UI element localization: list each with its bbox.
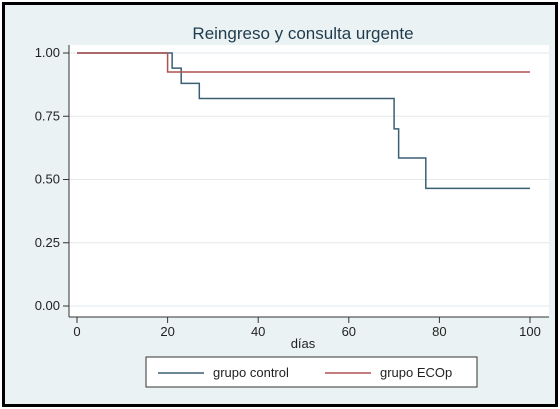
series-lines: [77, 52, 530, 190]
chart-title: Reingreso y consulta urgente: [192, 24, 413, 43]
legend-label-2: grupo ECOp: [380, 365, 452, 380]
plot-area: [69, 45, 549, 317]
x-tick-label: 0: [73, 324, 80, 339]
y-tick-label: 0.50: [35, 172, 60, 187]
y-tick-label: 0.00: [35, 298, 60, 313]
x-tick-label: 60: [342, 324, 356, 339]
x-tick-label: 80: [432, 324, 446, 339]
y-tick-label: 0.25: [35, 235, 60, 250]
legend: grupo control grupo ECOp: [145, 356, 478, 388]
x-tick-label: 100: [519, 324, 541, 339]
series-line-2: [77, 52, 530, 73]
x-tick-label: 40: [251, 324, 265, 339]
series-line-1: [77, 52, 530, 190]
x-tick-label: 20: [160, 324, 174, 339]
y-tick-label: 1.00: [35, 45, 60, 60]
legend-box: [145, 356, 478, 388]
legend-label-1: grupo control: [213, 365, 289, 380]
axes: 0.00 0.25 0.50 0.75 1.00 0 20 40 60 80 100: [35, 45, 549, 339]
chart-svg: Reingreso y consulta urgente 0.00 0.25 0.5…: [35, 24, 549, 388]
y-tick-label: 0.75: [35, 108, 60, 123]
x-axis-title: días: [291, 336, 316, 351]
